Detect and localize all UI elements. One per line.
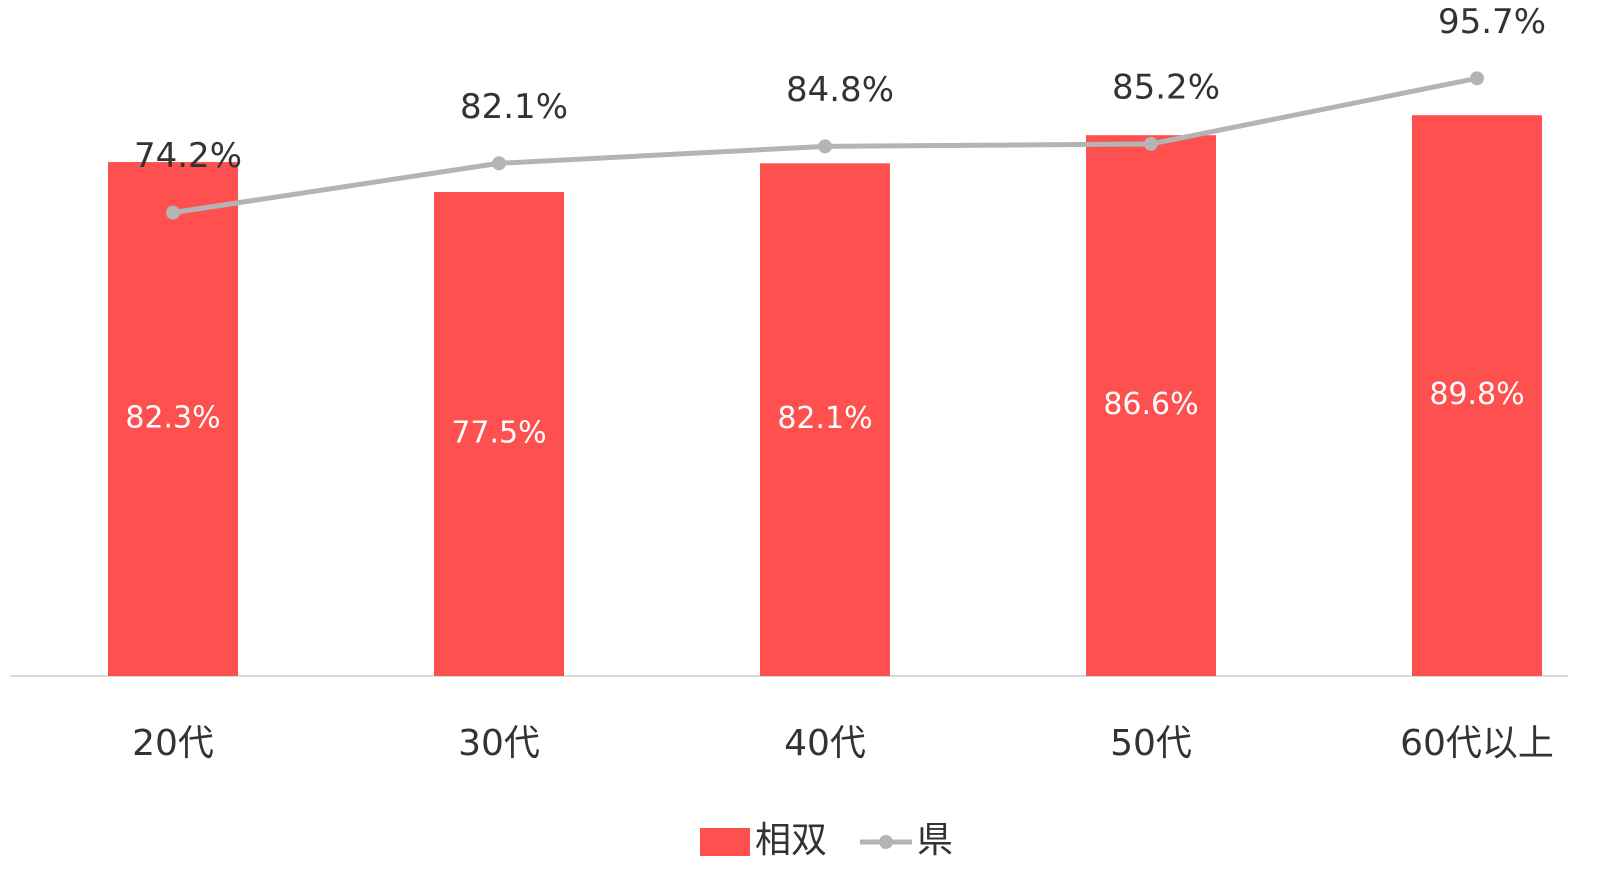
line-marker — [492, 156, 506, 171]
line-label: 85.2% — [1112, 67, 1220, 107]
line-label: 82.1% — [460, 87, 568, 127]
line-marker — [818, 139, 832, 154]
x-tick-label: 50代 — [1110, 723, 1192, 764]
line-marker — [1470, 71, 1484, 86]
line-marker — [1144, 136, 1158, 151]
x-tick-label: 20代 — [132, 723, 214, 764]
legend-label: 相双 — [755, 820, 827, 861]
bar — [434, 192, 564, 676]
bar — [108, 162, 238, 676]
legend-swatch-marker — [879, 835, 893, 849]
bar — [1412, 115, 1542, 677]
legend-label: 県 — [917, 820, 953, 861]
line-label: 84.8% — [786, 70, 894, 110]
x-tick-label: 60代以上 — [1400, 723, 1554, 764]
bar — [760, 163, 890, 676]
x-tick-label: 30代 — [458, 723, 540, 764]
bar-label: 86.6% — [1103, 387, 1198, 422]
line-marker — [166, 205, 180, 220]
bar-label: 89.8% — [1429, 377, 1524, 412]
bar-label: 77.5% — [451, 416, 546, 451]
bar-label: 82.3% — [125, 401, 220, 436]
bar-label: 82.1% — [777, 401, 872, 436]
bar — [1086, 135, 1216, 677]
legend-swatch — [700, 828, 750, 856]
line-label: 95.7% — [1438, 2, 1546, 42]
line-label: 74.2% — [134, 136, 242, 176]
x-tick-label: 40代 — [784, 723, 866, 764]
